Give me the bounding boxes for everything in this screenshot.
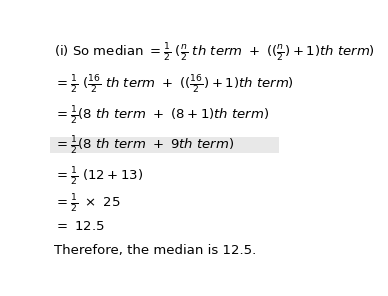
Text: $= \frac{1}{2}\ \times\ 25$: $= \frac{1}{2}\ \times\ 25$ (54, 193, 120, 215)
Text: Therefore, the median is 12.5.: Therefore, the median is 12.5. (54, 244, 256, 258)
Text: $= \frac{1}{2}\ (\frac{16}{2}\ \it{th\ term}\ +\ ((\frac{16}{2})+ 1)\it{th\ term: $= \frac{1}{2}\ (\frac{16}{2}\ \it{th\ t… (54, 73, 294, 96)
Text: (i) So median $= \frac{1}{2}\ (\frac{n}{2}\ \it{th\ term}\ + \ ((\frac{n}{2})+ 1: (i) So median $= \frac{1}{2}\ (\frac{n}{… (54, 41, 375, 64)
Text: $= \frac{1}{2}(8\ \it{th\ term}\ +\ (8+1)\it{th\ term})$: $= \frac{1}{2}(8\ \it{th\ term}\ +\ (8+1… (54, 105, 269, 128)
Text: $=\ 12.5$: $=\ 12.5$ (54, 221, 105, 234)
Text: $= \frac{1}{2}\ (12 + 13)$: $= \frac{1}{2}\ (12 + 13)$ (54, 166, 143, 188)
Text: $= \frac{1}{2}(8\ \it{th\ term}\ +\ 9\it{th\ term})$: $= \frac{1}{2}(8\ \it{th\ term}\ +\ 9\it… (54, 135, 234, 157)
FancyBboxPatch shape (50, 137, 279, 153)
